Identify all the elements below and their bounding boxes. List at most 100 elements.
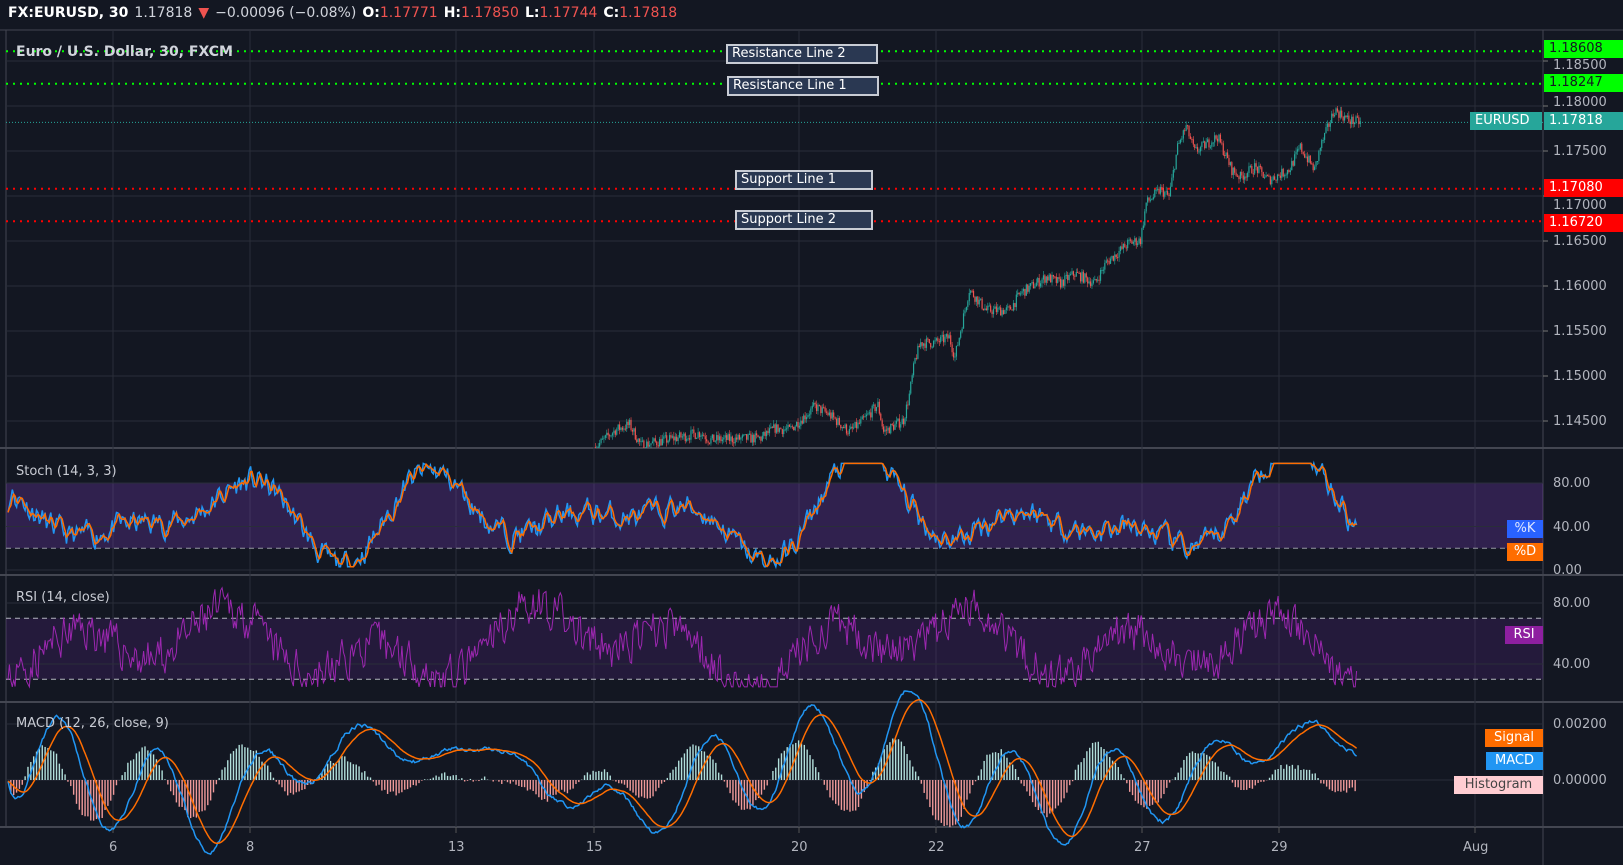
histogram-bar: [64, 774, 66, 780]
candle: [1141, 228, 1143, 245]
histogram-bar: [1151, 780, 1154, 805]
candle: [609, 435, 611, 437]
candle: [1097, 279, 1099, 281]
candle: [1359, 121, 1361, 125]
histogram-bar: [1017, 776, 1020, 780]
candle: [1333, 114, 1336, 117]
candle: [1084, 273, 1086, 283]
candle: [781, 429, 783, 435]
candle: [1191, 138, 1193, 140]
candle: [1314, 166, 1316, 171]
histogram-bar: [572, 780, 574, 789]
support-line-2-label[interactable]: Support Line 2: [735, 210, 873, 230]
candle: [1081, 271, 1083, 282]
candle: [1121, 246, 1123, 249]
candle: [1286, 169, 1289, 175]
histogram-bar: [1211, 761, 1214, 780]
candle: [1256, 166, 1259, 173]
candle: [798, 425, 801, 428]
candle: [914, 358, 916, 364]
candle: [751, 435, 753, 443]
candle: [768, 428, 771, 434]
support-line-1-label[interactable]: Support Line 1: [735, 170, 873, 190]
candle: [754, 433, 756, 443]
stoch-tick-label: 40.00: [1553, 519, 1591, 535]
histogram-bar: [1206, 754, 1208, 780]
histogram-bar: [923, 780, 925, 793]
histogram-bar: [384, 780, 386, 790]
candle: [1072, 271, 1075, 276]
histogram-bar: [515, 780, 517, 785]
histogram-bar: [98, 780, 101, 819]
candle: [1108, 260, 1110, 264]
histogram-bar: [849, 780, 851, 812]
histogram-bar: [378, 780, 380, 785]
candle: [629, 419, 631, 425]
candle: [807, 415, 809, 418]
candle: [987, 305, 989, 311]
histogram-bar: [1126, 780, 1128, 784]
histogram-bar: [443, 772, 446, 780]
candle: [1041, 279, 1043, 284]
candle: [1323, 133, 1326, 140]
candle: [1259, 165, 1261, 168]
candle: [1111, 255, 1113, 259]
candle: [683, 433, 685, 437]
candle: [638, 438, 641, 442]
histogram-bar: [1049, 780, 1051, 814]
histogram-bar: [1026, 780, 1028, 792]
candle: [788, 424, 791, 427]
candle: [1040, 283, 1042, 287]
signal-line: [7, 699, 1358, 845]
resistance-line-1-label[interactable]: Resistance Line 1: [727, 76, 879, 96]
candle: [1228, 158, 1230, 165]
histogram-bar: [1183, 759, 1185, 780]
candle: [917, 345, 919, 359]
candle: [1341, 110, 1343, 117]
histogram-bar: [934, 780, 937, 820]
candle: [680, 432, 682, 438]
histogram-bar: [1071, 780, 1074, 782]
candle: [691, 429, 693, 431]
histogram-bar: [332, 763, 335, 780]
candle: [1328, 123, 1330, 127]
histogram-bar: [1100, 747, 1102, 780]
histogram-bar: [463, 780, 466, 782]
candle: [1218, 134, 1220, 142]
candle: [844, 424, 846, 428]
candle: [823, 407, 825, 409]
low-label: L:: [524, 5, 540, 21]
candle: [1355, 116, 1357, 123]
histogram-bar: [546, 780, 549, 802]
candle: [733, 442, 735, 444]
histogram-bar: [1057, 780, 1060, 806]
candle: [1321, 140, 1323, 148]
histogram-bar: [600, 771, 603, 780]
candle: [843, 427, 845, 429]
histogram-bar: [267, 765, 269, 780]
candle: [1118, 250, 1120, 258]
candle: [653, 438, 655, 442]
histogram-bar: [224, 767, 226, 780]
candle: [603, 437, 605, 439]
candle: [1239, 171, 1241, 180]
time-tick-label: 8: [246, 840, 255, 855]
candle: [1316, 161, 1319, 163]
histogram-bar: [840, 780, 843, 810]
histogram-bar: [1143, 780, 1145, 808]
macd-tick-label: 0.00200: [1553, 717, 1607, 732]
candle: [994, 306, 996, 309]
candle: [990, 305, 992, 312]
histogram-bar: [404, 780, 406, 790]
candle: [678, 432, 681, 438]
candle: [930, 343, 932, 348]
candle: [837, 417, 839, 425]
candle: [654, 438, 656, 442]
candle: [1011, 309, 1013, 311]
resistance-line-2-label[interactable]: Resistance Line 2: [726, 44, 878, 64]
candle: [1047, 276, 1049, 281]
histogram-bar: [369, 777, 372, 780]
candle: [1178, 142, 1180, 144]
stoch-tick-label: 0.00: [1553, 563, 1582, 578]
